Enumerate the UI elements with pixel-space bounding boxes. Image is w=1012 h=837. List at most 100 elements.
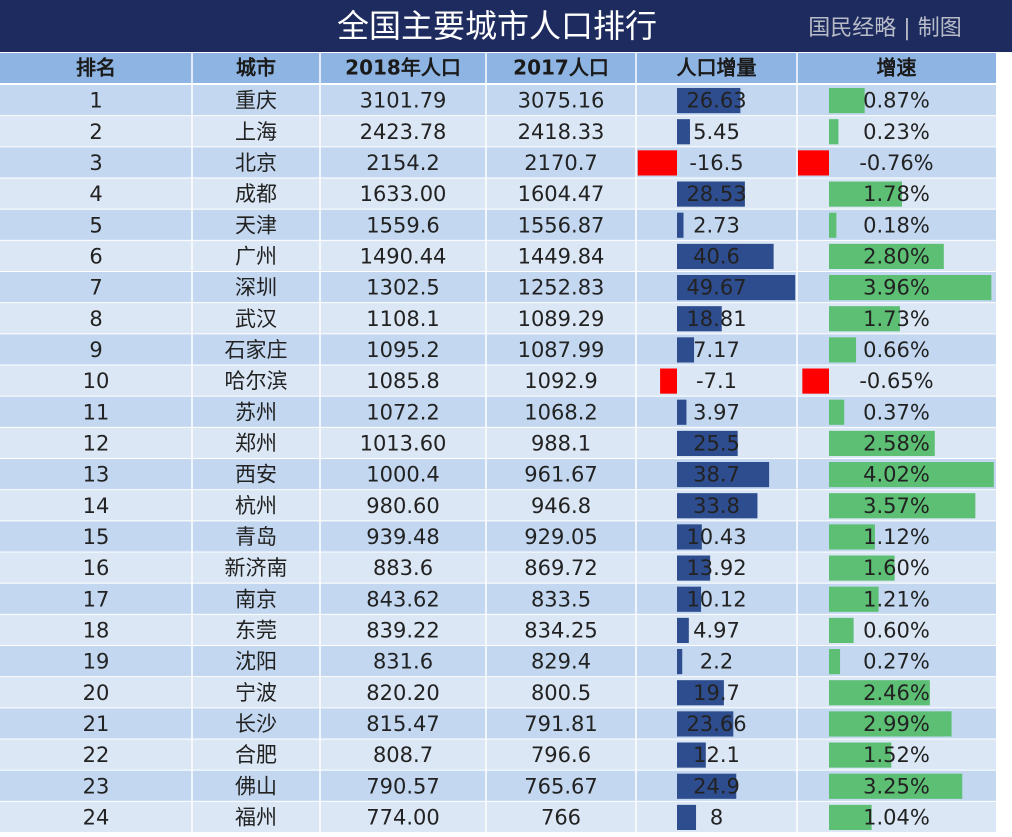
cell: 16 — [83, 556, 110, 580]
cell: 2.46% — [863, 681, 930, 705]
growth-bar — [829, 337, 857, 363]
cell: 7.17 — [693, 338, 740, 362]
cell: 重庆 — [235, 89, 277, 113]
row-background — [0, 396, 996, 427]
header-row — [0, 53, 996, 83]
cell: 1633.00 — [360, 182, 447, 206]
cell: 上海 — [235, 120, 277, 144]
cell: 福州 — [235, 805, 277, 829]
growth-bar — [802, 368, 829, 394]
cell: 0.23% — [863, 120, 930, 144]
cell: 791.81 — [524, 712, 597, 736]
cell: 988.1 — [531, 431, 591, 455]
cell: 南京 — [235, 587, 277, 611]
cell: 0.60% — [863, 618, 930, 642]
cell: 广州 — [235, 244, 277, 268]
cell: 1.21% — [863, 587, 930, 611]
increment-bar — [660, 368, 677, 394]
cell: 4.97 — [693, 618, 740, 642]
title: 全国主要城市人口排行 — [337, 7, 657, 45]
cell: 苏州 — [235, 400, 277, 424]
cell: 13 — [83, 463, 110, 487]
column-header: 排名 — [76, 56, 116, 80]
growth-bar — [829, 555, 895, 581]
increment-bar — [677, 586, 702, 612]
growth-bar — [829, 119, 839, 145]
column-header: 增速 — [877, 56, 917, 80]
row-background — [0, 365, 996, 396]
growth-bar — [829, 306, 900, 332]
cell: 1252.83 — [518, 276, 605, 300]
cell: 839.22 — [366, 618, 439, 642]
growth-bar — [829, 742, 892, 768]
cell: 宁波 — [235, 681, 277, 705]
cell: 38.7 — [693, 463, 740, 487]
cell: 20 — [83, 681, 110, 705]
cell: 1.78% — [863, 182, 930, 206]
growth-bar — [829, 88, 865, 114]
cell: 1108.1 — [366, 307, 439, 331]
cell: 2 — [89, 120, 102, 144]
growth-bar — [829, 680, 930, 706]
row-background — [0, 209, 996, 240]
increment-bar — [677, 181, 745, 207]
cell: 1.52% — [863, 743, 930, 767]
cell: 天津 — [235, 213, 277, 237]
growth-bar — [829, 275, 992, 301]
increment-bar — [677, 119, 690, 145]
cell: -7.1 — [696, 369, 737, 393]
increment-bar — [677, 212, 684, 238]
cell: 1.12% — [863, 525, 930, 549]
cell: 26.63 — [686, 89, 746, 113]
cell: 1.73% — [863, 307, 930, 331]
title-bar — [0, 0, 1012, 52]
cell: 765.67 — [524, 774, 597, 798]
cell: 883.6 — [373, 556, 433, 580]
cell: 2154.2 — [366, 151, 439, 175]
cell: 15 — [83, 525, 110, 549]
cell: 深圳 — [235, 276, 277, 300]
cell: 8 — [89, 307, 102, 331]
growth-bar — [829, 711, 952, 737]
increment-bar — [677, 275, 796, 301]
cell: 3101.79 — [360, 89, 447, 113]
increment-bar — [677, 555, 711, 581]
cell: 1449.84 — [518, 244, 605, 268]
cell: 4.02% — [863, 463, 930, 487]
increment-bar — [677, 493, 758, 519]
cell: 800.5 — [531, 681, 591, 705]
cell: -16.5 — [689, 151, 743, 175]
cell: 2.99% — [863, 712, 930, 736]
growth-bar — [829, 524, 875, 550]
cell: 哈尔滨 — [225, 369, 288, 393]
growth-bar — [829, 399, 845, 425]
growth-bar — [829, 243, 944, 269]
increment-bar — [677, 399, 687, 425]
growth-bar — [829, 804, 872, 830]
growth-bar — [797, 150, 829, 176]
increment-bar — [677, 773, 737, 799]
cell: 23 — [83, 774, 110, 798]
increment-bar — [677, 804, 697, 830]
cell: 14 — [83, 494, 110, 518]
cell: 3.96% — [863, 276, 930, 300]
cell: 2423.78 — [360, 120, 447, 144]
increment-bar — [677, 88, 741, 114]
increment-bar — [677, 430, 738, 456]
cell: 1604.47 — [518, 182, 605, 206]
cell: -0.76% — [859, 151, 933, 175]
row-background — [0, 116, 996, 147]
cell: 843.62 — [366, 587, 439, 611]
cell: 19 — [83, 650, 110, 674]
cell: 0.66% — [863, 338, 930, 362]
cell: 1556.87 — [518, 213, 605, 237]
cell: 1000.4 — [366, 463, 439, 487]
column-header: 城市 — [236, 56, 276, 80]
cell: 1.60% — [863, 556, 930, 580]
cell: 1087.99 — [518, 338, 605, 362]
cell: 4 — [89, 182, 102, 206]
cell: 833.5 — [531, 587, 591, 611]
growth-bar — [829, 493, 976, 519]
cell: 829.4 — [531, 650, 591, 674]
